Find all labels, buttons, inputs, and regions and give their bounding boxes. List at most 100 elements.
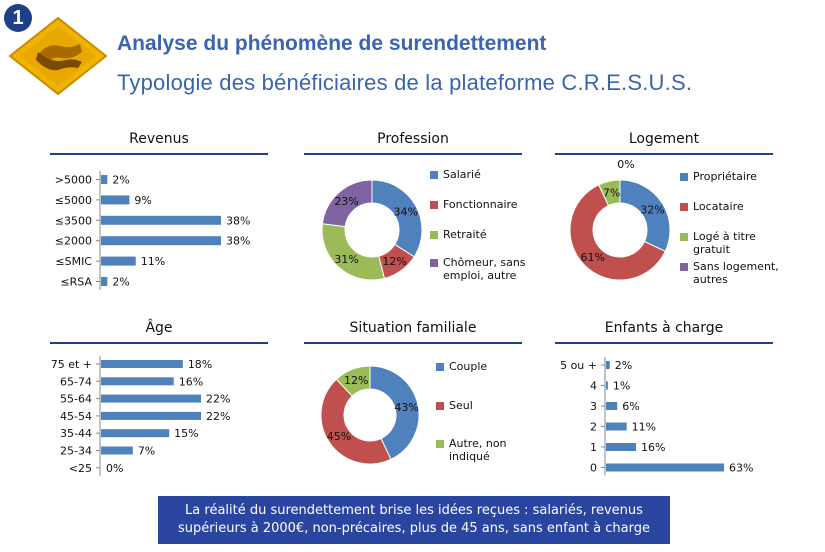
revenus-category-label: ≤SMIC — [55, 255, 92, 268]
age-category-label: 75 et + — [51, 358, 92, 371]
enfants-bar — [606, 422, 627, 431]
age-value-label: 0% — [106, 462, 123, 475]
logement-legend-swatch — [680, 263, 688, 271]
page-title: Analyse du phénomène de surendettement — [117, 32, 547, 55]
logement-legend-label: Sans logement, autres — [693, 260, 779, 286]
panel-title-situation: Situation familiale — [349, 320, 477, 336]
panel-title-enfants: Enfants à charge — [604, 320, 724, 336]
logement-legend-label: Logé à titre gratuit — [693, 230, 756, 256]
logement-slice — [569, 184, 666, 281]
age-value-label: 22% — [206, 410, 230, 423]
profession-slice-label: 23% — [334, 195, 358, 208]
enfants-value-label: 6% — [622, 400, 639, 413]
panel-rule-situation — [304, 342, 522, 344]
revenus-category-label: >5000 — [55, 174, 92, 187]
revenus-category-label: ≤2000 — [55, 235, 92, 248]
profession-legend-swatch — [430, 201, 438, 209]
logement-slice-label: 32% — [640, 203, 664, 216]
profession-legend-swatch — [430, 259, 438, 267]
page-subtitle: Typologie des bénéficiaires de la platef… — [117, 70, 693, 95]
situation-legend-label: Autre, non indiqué — [449, 437, 507, 463]
slide-number-badge: 1 — [4, 4, 32, 32]
revenus-value-label: 2% — [112, 174, 129, 187]
logement-slice — [619, 179, 671, 252]
revenus-value-label: 38% — [226, 235, 250, 248]
age-bar — [101, 446, 133, 455]
logement-legend-label: Locataire — [693, 200, 744, 213]
enfants-category-label: 2 — [590, 421, 597, 434]
revenus-category-label: ≤5000 — [55, 194, 92, 207]
age-value-label: 7% — [138, 445, 155, 458]
profession-slice-label: 31% — [334, 253, 358, 266]
situation-legend-label: Seul — [449, 399, 473, 412]
revenus-bar — [101, 195, 130, 205]
enfants-bar — [606, 381, 608, 390]
age-category-label: 35-44 — [60, 427, 92, 440]
enfants-bar — [606, 443, 636, 451]
situation-slice — [320, 378, 392, 465]
revenus-value-label: 11% — [141, 255, 165, 268]
enfants-value-label: 63% — [729, 462, 753, 475]
situation-slice — [335, 365, 371, 397]
panel-rule-age — [50, 342, 268, 344]
revenus-bar — [101, 236, 221, 246]
logement-slice — [598, 179, 621, 207]
age-bar — [101, 429, 170, 438]
enfants-value-label: 2% — [615, 359, 632, 372]
situation-slice-label: 12% — [344, 374, 368, 387]
situation-slice-label: 43% — [394, 401, 418, 414]
panel-rule-logement — [555, 153, 773, 155]
profession-slice-label: 12% — [382, 255, 406, 268]
enfants-value-label: 1% — [613, 380, 630, 393]
revenus-bar — [101, 215, 221, 225]
age-bar — [101, 394, 201, 403]
age-bar — [101, 360, 183, 368]
age-bar — [101, 377, 174, 386]
revenus-bar — [101, 256, 136, 266]
logement-legend-swatch — [680, 173, 688, 181]
situation-slice — [369, 365, 420, 461]
profession-slice — [371, 179, 423, 258]
enfants-bar — [606, 402, 618, 410]
enfants-bar — [606, 463, 724, 472]
logement-legend-label: Propriétaire — [693, 170, 757, 183]
age-category-label: 55-64 — [60, 393, 92, 406]
panel-rule-profession — [304, 153, 522, 155]
enfants-category-label: 0 — [590, 462, 597, 475]
profession-slice — [321, 179, 373, 228]
panel-title-logement: Logement — [628, 131, 700, 147]
logement-legend-swatch — [680, 203, 688, 211]
profession-legend-label: Salarié — [443, 168, 481, 181]
hands-logo-icon — [8, 16, 108, 96]
enfants-category-label: 5 ou + — [560, 359, 597, 372]
panel-title-revenus: Revenus — [129, 131, 189, 147]
situation-legend-label: Couple — [449, 360, 488, 373]
age-value-label: 18% — [188, 358, 212, 371]
panel-rule-revenus — [50, 153, 268, 155]
situation-legend-swatch — [436, 440, 444, 448]
logement-slice-label: 0% — [617, 158, 634, 171]
revenus-bar — [101, 277, 108, 286]
logement-slice-label: 7% — [603, 186, 620, 199]
enfants-category-label: 4 — [590, 380, 597, 393]
profession-legend-swatch — [430, 171, 438, 179]
logement-legend-swatch — [680, 233, 688, 241]
enfants-category-label: 1 — [590, 441, 597, 454]
age-category-label: 25-34 — [60, 445, 92, 458]
profession-slice — [321, 223, 386, 281]
age-category-label: <25 — [69, 462, 92, 475]
enfants-bar — [606, 361, 610, 369]
revenus-value-label: 9% — [134, 194, 151, 207]
enfants-value-label: 16% — [641, 441, 665, 454]
enfants-value-label: 11% — [632, 421, 656, 434]
profession-legend-label: Fonctionnaire — [443, 198, 518, 211]
age-category-label: 45-54 — [60, 410, 92, 423]
profession-legend-label: Retraité — [443, 228, 487, 241]
profession-slice-label: 34% — [394, 205, 418, 218]
panel-title-profession: Profession — [377, 131, 449, 147]
profession-legend-swatch — [430, 231, 438, 239]
panel-rule-enfants — [555, 342, 773, 344]
situation-slice-label: 45% — [327, 430, 351, 443]
revenus-category-label: ≤3500 — [55, 214, 92, 227]
age-value-label: 16% — [179, 375, 203, 388]
